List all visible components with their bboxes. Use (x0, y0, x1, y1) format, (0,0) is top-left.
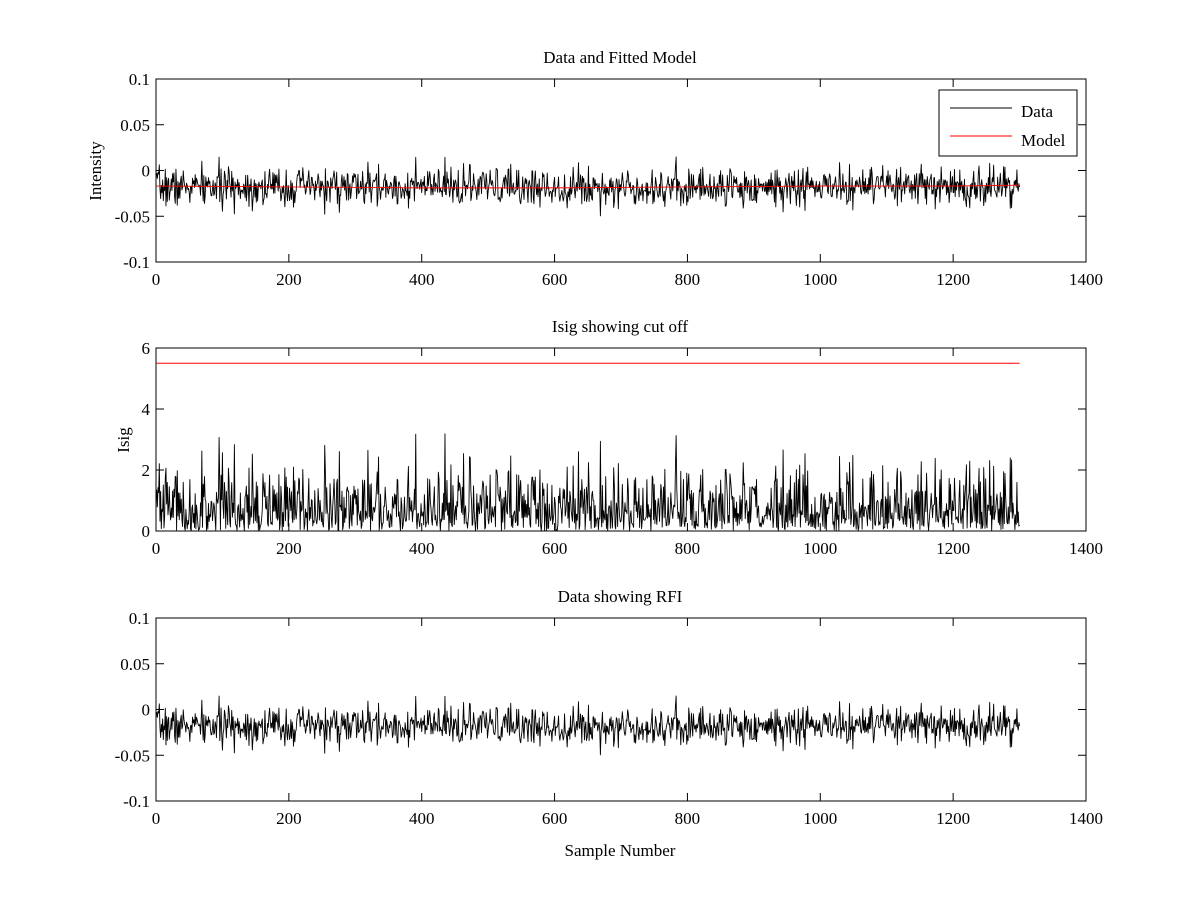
x-tick-label: 800 (675, 539, 701, 558)
x-tick-label: 1400 (1069, 809, 1103, 828)
axes-box (155, 347, 1087, 532)
y-tick-label: 0 (142, 701, 151, 720)
y-tick-label: 0.05 (120, 116, 150, 135)
x-tick-label: 400 (409, 809, 435, 828)
x-tick-label: 200 (276, 539, 302, 558)
plot-area: 0 200 400 600 800 1000 1200 1400 -0.1 -0.05 0 0.05 0… (115, 609, 1103, 828)
y-tick-label: -0.1 (123, 253, 150, 272)
subplot-data-and-fitted-model: Data and Fitted Model Intensity 0 200 400 6… (86, 48, 1103, 289)
x-axis-label: Sample Number (565, 841, 676, 860)
legend: Data Model (938, 89, 1078, 157)
y-tick-label: 2 (142, 461, 151, 480)
x-tick-label: 800 (675, 270, 701, 289)
plot-area: 0 200 400 600 800 1000 1200 1400 0 2 4 6 (142, 339, 1104, 558)
x-tick-label: 1200 (936, 809, 970, 828)
x-tick-label: 0 (152, 270, 161, 289)
legend-entry-data: Data (1021, 102, 1054, 121)
y-axis-label: Isig (114, 427, 133, 453)
x-tick-label: 800 (675, 809, 701, 828)
x-tick-label: 400 (409, 270, 435, 289)
y-tick-label: 0.1 (129, 70, 150, 89)
x-tick-label: 200 (276, 809, 302, 828)
x-tick-label: 1000 (803, 539, 837, 558)
y-tick-label: -0.05 (115, 207, 150, 226)
y-axis-label: Intensity (86, 141, 105, 201)
x-tick-label: 0 (152, 809, 161, 828)
chart-title: Data showing RFI (558, 587, 683, 606)
subplot-isig-showing-cut-off: Isig showing cut off Isig 0 200 400 600 800 1… (114, 317, 1103, 558)
y-tick-label: 6 (142, 339, 151, 358)
x-tick-label: 600 (542, 539, 568, 558)
x-tick-label: 1000 (803, 809, 837, 828)
series-line-data-rfi (156, 695, 1021, 756)
series-line-model (156, 184, 1020, 189)
chart-title: Isig showing cut off (552, 317, 688, 336)
x-tick-label: 200 (276, 270, 302, 289)
series-line-isig (156, 433, 1020, 532)
x-tick-label: 600 (542, 809, 568, 828)
y-tick-label: 0.1 (129, 609, 150, 628)
x-tick-label: 1200 (936, 539, 970, 558)
y-tick-label: 0 (142, 522, 151, 541)
x-tick-label: 1200 (936, 270, 970, 289)
legend-box (938, 89, 1078, 157)
y-tick-label: -0.05 (115, 746, 150, 765)
x-tick-label: 0 (152, 539, 161, 558)
plot-area: 0 200 400 600 800 1000 1200 1400 -0.1 -0.05 0 0.05 0… (115, 70, 1103, 289)
subplot-data-showing-rfi: Data showing RFI Sample Number 0 200 400 60… (115, 587, 1103, 860)
x-tick-label: 1400 (1069, 539, 1103, 558)
x-tick-label: 600 (542, 270, 568, 289)
y-tick-label: 0 (142, 162, 151, 181)
series-line-data (156, 156, 1021, 217)
chart-title: Data and Fitted Model (543, 48, 697, 67)
legend-entry-model: Model (1021, 131, 1066, 150)
x-tick-label: 1000 (803, 270, 837, 289)
x-tick-label: 1400 (1069, 270, 1103, 289)
x-tick-label: 400 (409, 539, 435, 558)
y-tick-label: 0.05 (120, 655, 150, 674)
y-tick-label: -0.1 (123, 792, 150, 811)
y-tick-label: 4 (142, 400, 151, 419)
